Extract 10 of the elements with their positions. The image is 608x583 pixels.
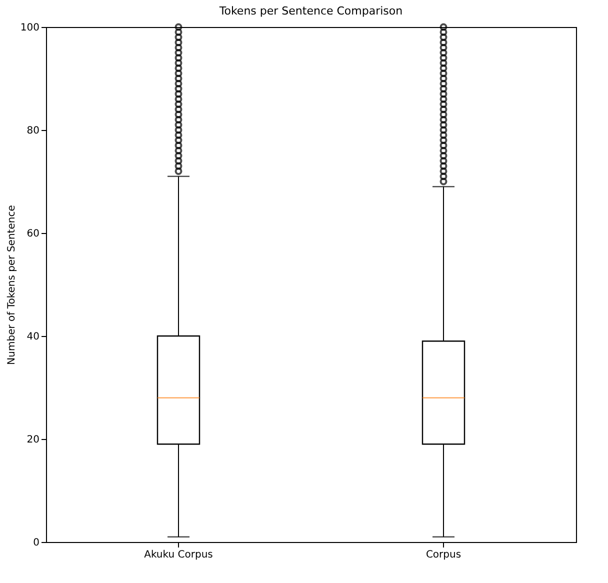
x-tick-label: Akuku Corpus <box>144 550 213 560</box>
y-tick-label: 0 <box>33 538 40 548</box>
y-tick-label: 80 <box>26 126 40 136</box>
x-tick-label: Corpus <box>426 550 462 560</box>
chart-title: Tokens per Sentence Comparison <box>218 4 403 18</box>
y-axis-title: Number of Tokens per Sentence <box>6 205 18 365</box>
y-tick-label: 20 <box>26 434 40 446</box>
y-tick-label: 100 <box>20 22 40 34</box>
y-tick-label: 60 <box>26 228 40 240</box>
y-tick-label: 40 <box>26 332 40 342</box>
